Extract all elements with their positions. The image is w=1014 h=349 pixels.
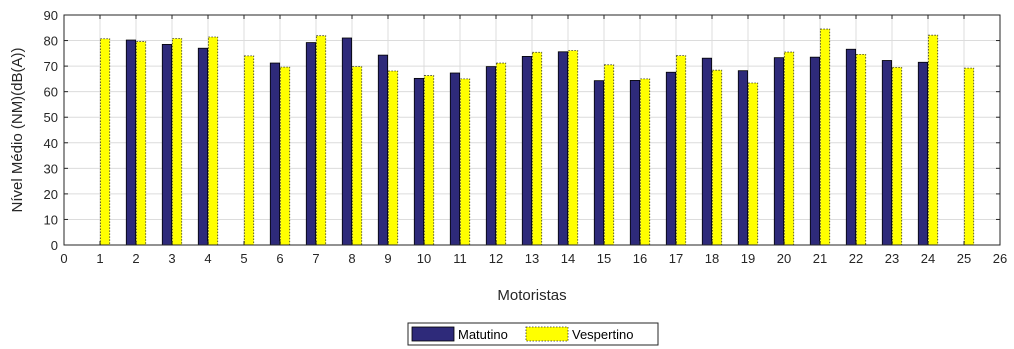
bars xyxy=(99,28,975,246)
legend: Matutino Vespertino xyxy=(407,322,659,346)
bar-vespertino-7 xyxy=(315,35,327,246)
bar-vespertino-3 xyxy=(171,38,183,246)
bar-vespertino-9 xyxy=(387,70,399,246)
bar-matutino-21 xyxy=(809,56,821,246)
bar-vespertino-25 xyxy=(963,67,975,246)
legend-swatch-matutino xyxy=(411,326,455,342)
bar-matutino-23 xyxy=(881,60,893,246)
bar-vespertino-24 xyxy=(927,34,939,246)
x-tick-label: 23 xyxy=(885,251,899,266)
y-tick-label: 50 xyxy=(44,110,58,125)
x-tick-label: 5 xyxy=(240,251,247,266)
x-tick-label: 20 xyxy=(777,251,791,266)
bar-matutino-2 xyxy=(125,39,137,246)
bar-matutino-11 xyxy=(449,72,461,246)
bar-vespertino-8 xyxy=(351,66,363,246)
bar-vespertino-17 xyxy=(675,55,687,246)
bar-vespertino-5 xyxy=(243,55,255,246)
bar-vespertino-22 xyxy=(855,53,867,246)
bar-vespertino-12 xyxy=(495,62,507,246)
bar-vespertino-18 xyxy=(711,69,723,246)
bar-vespertino-14 xyxy=(567,50,579,246)
bar-vespertino-13 xyxy=(531,51,543,246)
y-tick-label: 10 xyxy=(44,212,58,227)
y-tick-label: 80 xyxy=(44,34,58,49)
x-tick-label: 6 xyxy=(276,251,283,266)
bar-matutino-4 xyxy=(197,47,209,246)
x-tick-label: 13 xyxy=(525,251,539,266)
legend-label-matutino: Matutino xyxy=(458,327,508,342)
bar-vespertino-16 xyxy=(639,78,651,246)
bar-vespertino-4 xyxy=(207,36,219,246)
x-tick-label: 21 xyxy=(813,251,827,266)
legend-label-vespertino: Vespertino xyxy=(572,327,633,342)
x-tick-label: 24 xyxy=(921,251,935,266)
bar-vespertino-23 xyxy=(891,66,903,246)
x-tick-label: 15 xyxy=(597,251,611,266)
x-tick-label: 17 xyxy=(669,251,683,266)
bar-matutino-15 xyxy=(593,80,605,246)
bar-matutino-24 xyxy=(917,61,929,246)
bar-matutino-7 xyxy=(305,42,317,246)
x-tick-label: 1 xyxy=(96,251,103,266)
y-tick-label: 30 xyxy=(44,161,58,176)
bar-matutino-13 xyxy=(521,56,533,246)
bar-matutino-14 xyxy=(557,51,569,246)
bar-vespertino-21 xyxy=(819,28,831,246)
bar-vespertino-1 xyxy=(99,38,111,246)
x-tick-label: 0 xyxy=(60,251,67,266)
y-tick-label: 70 xyxy=(44,59,58,74)
x-tick-label: 10 xyxy=(417,251,431,266)
bar-matutino-6 xyxy=(269,62,281,246)
bar-matutino-8 xyxy=(341,37,353,246)
bar-vespertino-19 xyxy=(747,82,759,246)
x-tick-label: 8 xyxy=(348,251,355,266)
axis-ticks: 0 1 2 3 4 5 6 7 8 9 10 11 12 13 14 15 16 17 18 19 20 21 22 23 24… xyxy=(44,8,1008,266)
y-tick-label: 0 xyxy=(51,238,58,253)
bar-matutino-19 xyxy=(737,70,749,246)
x-tick-label: 26 xyxy=(993,251,1007,266)
bar-vespertino-15 xyxy=(603,64,615,246)
bar-matutino-22 xyxy=(845,48,857,246)
x-tick-label: 12 xyxy=(489,251,503,266)
x-tick-label: 14 xyxy=(561,251,575,266)
bar-matutino-9 xyxy=(377,54,389,246)
x-tick-label: 18 xyxy=(705,251,719,266)
y-axis-label: Nível Médio (NM)(dB(A)) xyxy=(9,47,26,212)
bar-matutino-18 xyxy=(701,57,713,246)
x-tick-label: 11 xyxy=(453,251,467,266)
bar-vespertino-6 xyxy=(279,66,291,246)
x-tick-label: 2 xyxy=(132,251,139,266)
x-tick-label: 22 xyxy=(849,251,863,266)
bar-vespertino-2 xyxy=(135,41,147,246)
bar-matutino-10 xyxy=(413,77,425,246)
bar-vespertino-11 xyxy=(459,78,471,246)
bar-matutino-3 xyxy=(161,43,173,246)
x-tick-label: 7 xyxy=(312,251,319,266)
x-tick-label: 9 xyxy=(384,251,391,266)
bar-vespertino-10 xyxy=(423,75,435,246)
x-tick-label: 19 xyxy=(741,251,755,266)
bar-matutino-20 xyxy=(773,57,785,246)
y-tick-label: 60 xyxy=(44,85,58,100)
y-tick-label: 40 xyxy=(44,136,58,151)
x-axis-label: Motoristas xyxy=(497,287,566,304)
bar-matutino-12 xyxy=(485,66,497,246)
bar-vespertino-20 xyxy=(783,51,795,246)
x-tick-label: 3 xyxy=(168,251,175,266)
legend-swatch-vespertino xyxy=(525,326,569,342)
x-tick-label: 16 xyxy=(633,251,647,266)
y-tick-label: 90 xyxy=(44,8,58,23)
y-tick-label: 20 xyxy=(44,187,58,202)
bar-matutino-17 xyxy=(665,71,677,246)
x-tick-label: 25 xyxy=(957,251,971,266)
x-tick-label: 4 xyxy=(204,251,211,266)
bar-matutino-16 xyxy=(629,80,641,246)
